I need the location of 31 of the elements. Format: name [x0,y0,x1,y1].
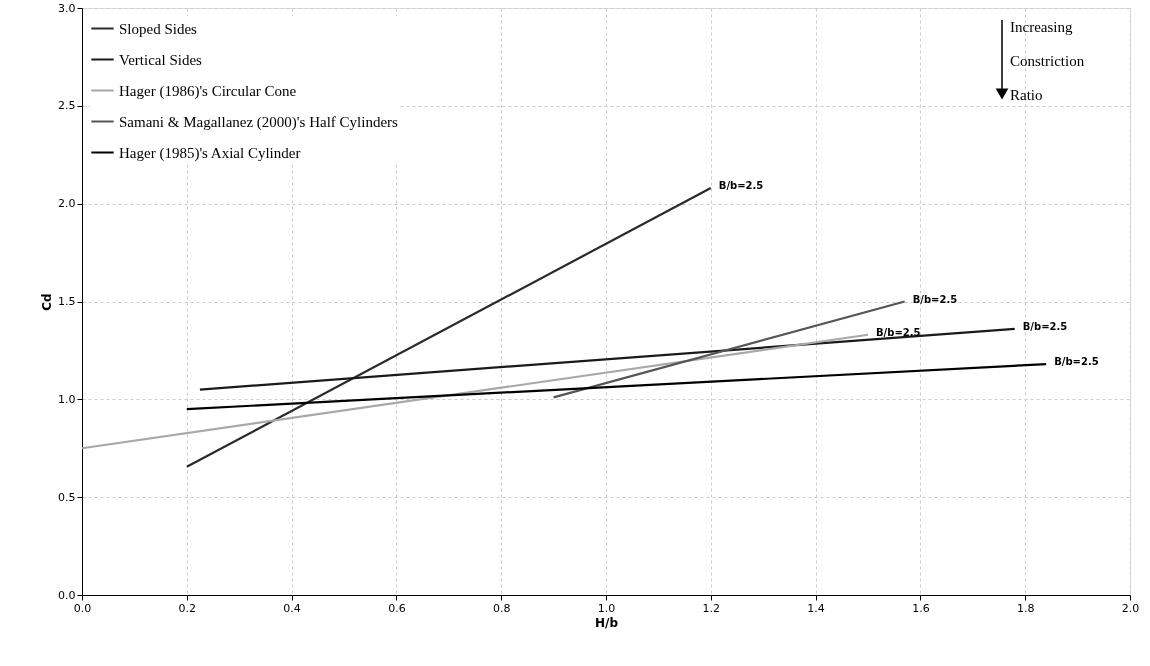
legend-label: Hager (1986)'s Circular Cone [119,82,297,100]
y-tick-label: 1.5 [58,295,76,308]
x-tick-label: 0.8 [492,601,511,615]
x-tick-label: 0.6 [388,601,406,615]
legend-label: Sloped Sides [119,20,198,37]
legend-label: Samani & Magallanez (2000)'s Half Cylinders [119,113,399,131]
legend-label: Vertical Sides [119,51,203,68]
x-tick-label: 0.4 [283,601,301,615]
x-tick-label: 1.4 [807,601,825,615]
x-tick-label: 2.0 [1121,601,1140,615]
y-axis-title: Cd [40,293,55,311]
x-tick-label: 1.0 [597,601,616,615]
x-tick-label: 1.6 [912,601,930,615]
y-tick-label: 2.5 [58,99,76,113]
annotation: B/b=2.5 [1022,320,1068,332]
annotation: B/b=2.5 [1054,356,1099,368]
x-tick-label: 0.2 [178,601,197,615]
x-axis-title: H/b [594,615,619,630]
legend-label: Hager (1985)'s Axial Cylinder [119,144,301,162]
y-tick-label: 0.5 [58,490,76,504]
x-tick-label: 1.2 [702,601,721,615]
x-tick-label: 1.8 [1016,601,1035,615]
y-tick-label: 0.0 [58,588,76,602]
annotation: B/b=2.5 [876,326,921,338]
annotation: B/b=2.5 [718,180,764,192]
y-tick-label: 3.0 [58,1,76,15]
annotation: B/b=2.5 [912,293,958,305]
y-tick-label: 2.0 [58,197,76,211]
text: Increasing Constriction Ratio [1010,19,1085,103]
y-tick-label: 1.0 [58,392,76,406]
x-tick-label: 0.0 [73,601,92,615]
